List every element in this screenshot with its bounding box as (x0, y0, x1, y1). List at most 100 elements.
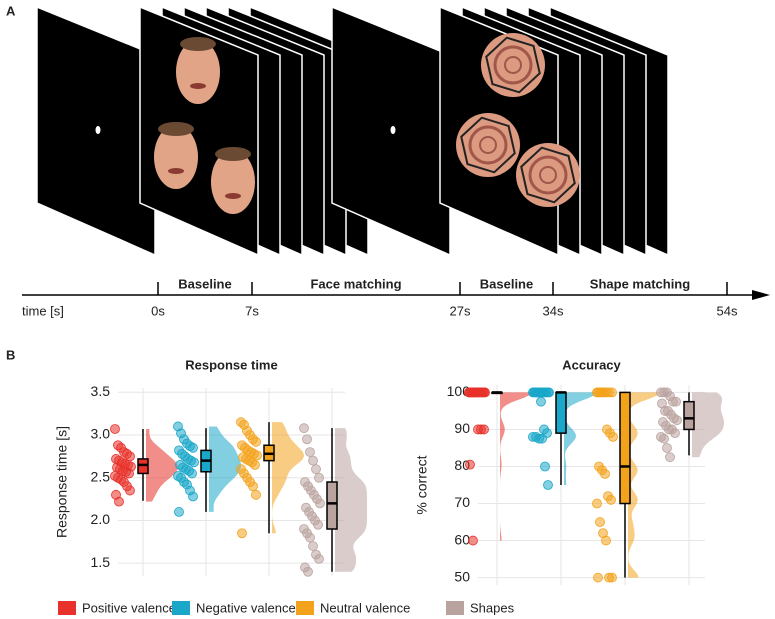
data-point (601, 535, 611, 546)
y-tick-label: 2.5 (91, 468, 111, 484)
chart-title: Accuracy (562, 357, 621, 372)
data-point (189, 457, 199, 468)
y-tick-label: 90 (454, 420, 470, 436)
time-tick-label: 7s (245, 303, 259, 318)
data-point (536, 396, 546, 407)
data-point (237, 528, 247, 539)
data-point (124, 468, 134, 479)
arrow-head (752, 290, 770, 300)
chart-title: Response time (185, 357, 277, 372)
face (176, 40, 220, 104)
data-point (251, 436, 261, 447)
data-point (672, 415, 682, 426)
data-point (311, 464, 321, 475)
data-point (308, 455, 318, 466)
phase-label: Baseline (178, 276, 231, 291)
data-point (465, 459, 475, 470)
violin (272, 422, 304, 534)
swirl (504, 56, 522, 74)
data-point (303, 566, 313, 577)
data-point (174, 507, 184, 517)
data-point (670, 428, 680, 439)
box (619, 391, 631, 505)
phase-label: Baseline (480, 276, 533, 291)
data-point (537, 433, 547, 444)
data-point (468, 535, 478, 546)
time-label: time [s] (22, 303, 64, 318)
data-point (314, 554, 324, 564)
phase-label: Face matching (310, 276, 401, 291)
y-tick-label: 60 (454, 531, 470, 547)
box (683, 400, 695, 431)
hexagon (485, 36, 541, 94)
stimulus-frames (36, 5, 669, 257)
y-tick-label: 50 (454, 568, 470, 584)
y-tick-label: 3.0 (91, 426, 111, 442)
data-point (540, 461, 550, 472)
data-point (544, 387, 554, 398)
time-tick-label: 27s (450, 303, 471, 318)
data-point (114, 496, 124, 507)
violin (628, 392, 660, 578)
y-tick-label: 2.0 (91, 511, 111, 527)
y-axis-label: % correct (414, 455, 430, 514)
legend-label: Neutral valence (320, 600, 410, 615)
face (154, 125, 198, 189)
data-point (479, 424, 489, 435)
fixation-cross (95, 126, 101, 134)
y-tick-label: 70 (454, 494, 470, 510)
data-point (470, 387, 480, 398)
time-tick-label: 54s (717, 303, 738, 318)
data-point (252, 450, 262, 461)
data-point (187, 468, 197, 479)
mouth (168, 168, 184, 174)
hair (158, 122, 194, 136)
legend-label: Shapes (470, 600, 515, 615)
data-point (125, 485, 135, 496)
data-point (251, 489, 261, 500)
time-tick-label: 34s (543, 303, 564, 318)
data-point (305, 532, 315, 543)
box (137, 458, 149, 475)
data-point (315, 498, 325, 509)
data-point (592, 498, 602, 509)
data-point (600, 468, 610, 479)
swirl (539, 166, 557, 184)
data-point (313, 519, 323, 530)
face (211, 150, 255, 214)
y-tick-label: 3.5 (91, 383, 111, 399)
violin (500, 392, 532, 541)
fixation-cross (390, 126, 396, 134)
shape (516, 143, 580, 207)
legend-swatch (446, 601, 464, 615)
swirl (528, 155, 568, 195)
legend-label: Positive valence (82, 600, 176, 615)
data-point (607, 572, 617, 583)
data-point (533, 387, 543, 398)
violin (564, 392, 596, 485)
y-axis-label: Response time [s] (54, 426, 70, 538)
data-point (659, 433, 669, 444)
time-tick-label: 0s (151, 303, 165, 318)
box (555, 391, 567, 434)
box (326, 481, 338, 530)
data-point (665, 452, 675, 463)
data-point (662, 443, 672, 453)
data-point (110, 424, 120, 434)
data-point (606, 494, 616, 505)
data-point (314, 472, 324, 483)
swirl (468, 125, 508, 165)
hair (180, 37, 216, 51)
data-point (188, 491, 198, 502)
hexagon (520, 146, 576, 204)
data-point (543, 480, 553, 490)
data-point (608, 431, 618, 442)
data-point (125, 451, 135, 462)
y-tick-label: 100 (447, 383, 471, 399)
data-point (248, 481, 258, 492)
data-point (671, 396, 681, 407)
y-tick-label: 80 (454, 457, 470, 473)
data-point (595, 517, 605, 527)
violin (692, 392, 724, 458)
